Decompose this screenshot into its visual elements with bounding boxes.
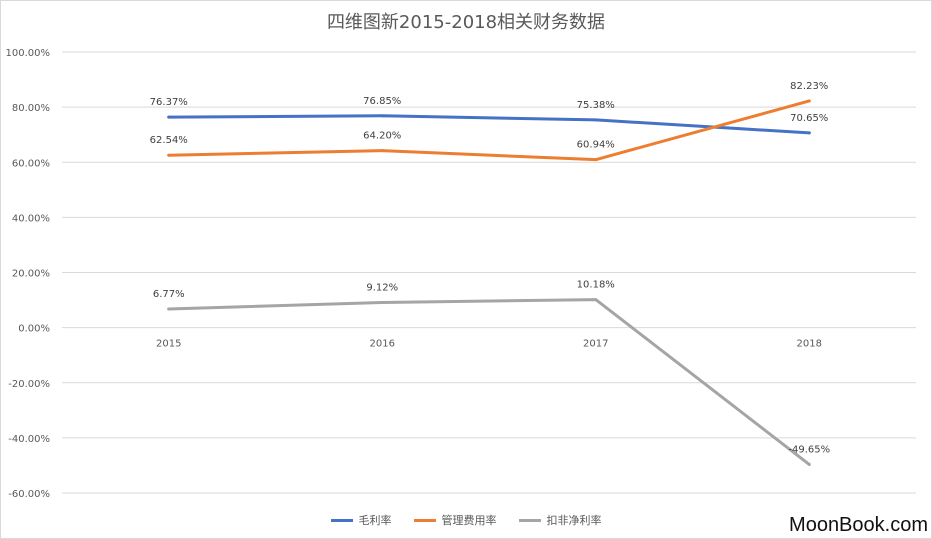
y-tick-label: -60.00% bbox=[8, 489, 50, 500]
data-point bbox=[807, 99, 811, 103]
y-tick-label: 0.00% bbox=[18, 324, 50, 335]
data-point bbox=[807, 131, 811, 135]
data-label: -49.65% bbox=[788, 444, 830, 455]
legend: 毛利率 管理费用率 扣非净利率 bbox=[0, 512, 932, 528]
data-label: 6.77% bbox=[153, 289, 185, 300]
data-point bbox=[380, 114, 384, 118]
y-tick-label: 80.00% bbox=[12, 103, 50, 114]
data-point bbox=[380, 300, 384, 304]
legend-item: 扣非净利率 bbox=[518, 512, 602, 528]
data-label: 82.23% bbox=[790, 81, 828, 92]
data-point bbox=[807, 462, 811, 466]
data-label: 70.65% bbox=[790, 113, 828, 124]
x-tick-label: 2018 bbox=[797, 339, 822, 350]
data-point bbox=[167, 115, 171, 119]
legend-label: 毛利率 bbox=[358, 514, 392, 527]
series-line bbox=[167, 114, 811, 135]
legend-swatch bbox=[330, 518, 353, 522]
data-label: 62.54% bbox=[150, 135, 188, 146]
legend-swatch bbox=[413, 518, 436, 522]
y-tick-label: -40.00% bbox=[8, 434, 50, 445]
series-line bbox=[167, 298, 811, 466]
data-label: 9.12% bbox=[366, 282, 398, 293]
x-tick-label: 2016 bbox=[370, 339, 395, 350]
legend-swatch bbox=[518, 518, 541, 522]
legend-label: 扣非净利率 bbox=[546, 514, 602, 527]
x-tick-label: 2015 bbox=[156, 339, 181, 350]
series-line bbox=[167, 99, 811, 162]
y-tick-label: 100.00% bbox=[6, 48, 51, 59]
data-label: 76.85% bbox=[363, 96, 401, 107]
legend-item: 管理费用率 bbox=[413, 512, 497, 528]
legend-item: 毛利率 bbox=[330, 512, 392, 528]
y-tick-label: 40.00% bbox=[12, 213, 50, 224]
data-point bbox=[594, 118, 598, 122]
data-label: 60.94% bbox=[577, 140, 615, 151]
legend-label: 管理费用率 bbox=[441, 514, 497, 527]
watermark: MoonBook.com bbox=[789, 514, 928, 536]
y-tick-label: 20.00% bbox=[12, 269, 50, 280]
data-point bbox=[167, 153, 171, 157]
chart-title: 四维图新2015-2018相关财务数据 bbox=[326, 12, 606, 33]
x-tick-label: 2017 bbox=[583, 339, 608, 350]
y-tick-label: -20.00% bbox=[8, 379, 50, 390]
data-point bbox=[594, 298, 598, 302]
data-point bbox=[380, 149, 384, 153]
data-label: 10.18% bbox=[577, 280, 615, 291]
data-label: 64.20% bbox=[363, 131, 401, 142]
data-label: 75.38% bbox=[577, 100, 615, 111]
data-point bbox=[167, 307, 171, 311]
data-point bbox=[594, 158, 598, 162]
y-tick-label: 60.00% bbox=[12, 158, 50, 169]
data-label: 76.37% bbox=[150, 97, 188, 108]
